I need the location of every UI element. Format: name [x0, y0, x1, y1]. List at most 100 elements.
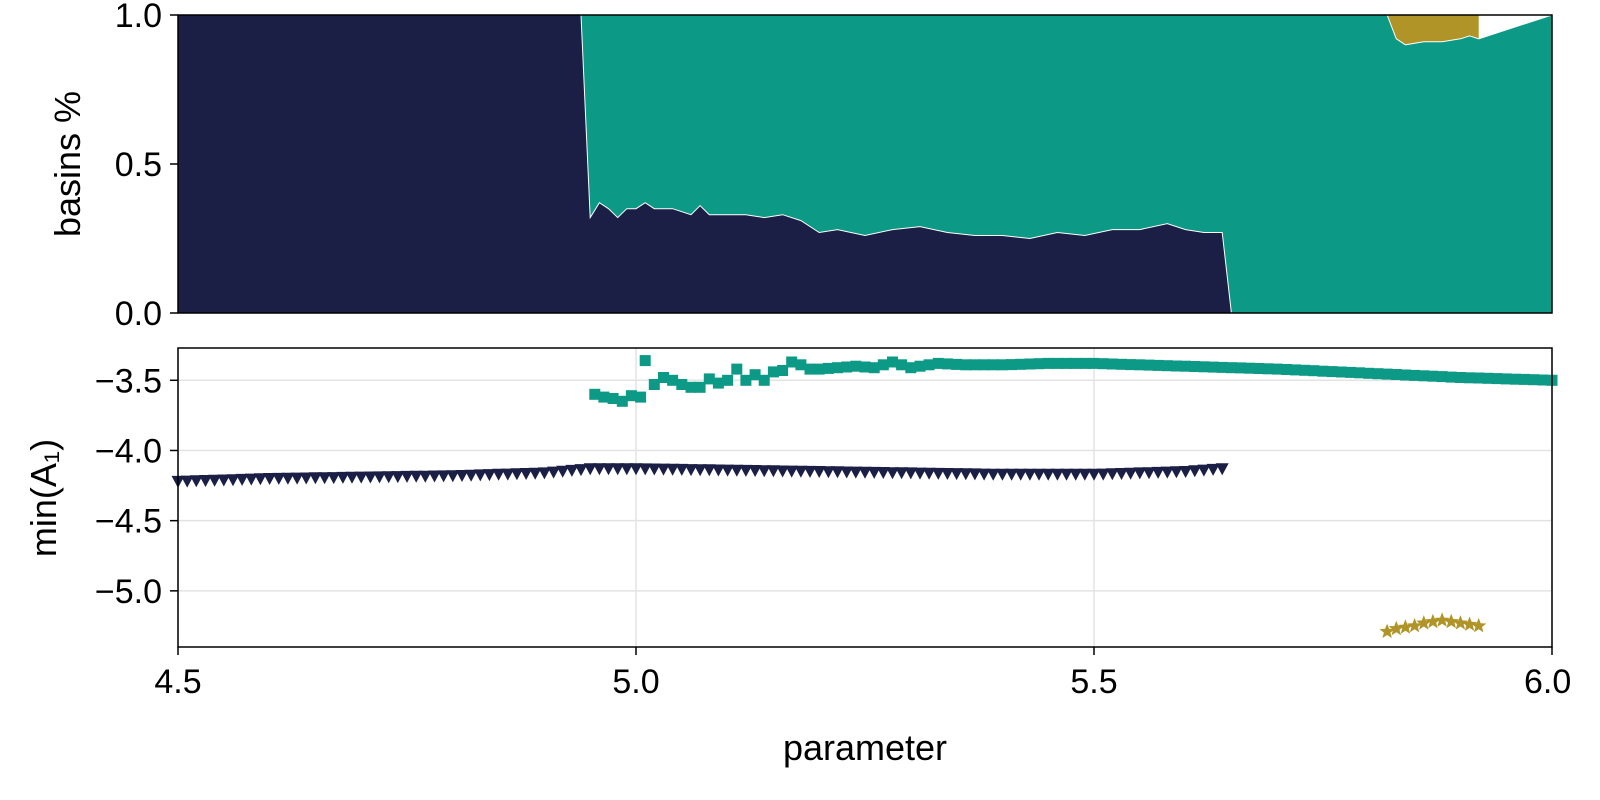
triangle-marker: [565, 464, 579, 477]
square-marker: [1500, 373, 1512, 385]
square-marker: [667, 374, 679, 386]
square-marker: [960, 359, 972, 371]
square-marker: [978, 359, 990, 371]
square-marker: [658, 372, 669, 383]
triangle-marker: [739, 464, 753, 477]
triangle-marker: [574, 464, 588, 477]
square-marker: [1427, 370, 1439, 382]
square-marker: [1235, 362, 1247, 374]
xtick-label: 6.0: [1524, 663, 1571, 701]
triangle-marker: [363, 471, 377, 484]
square-marker: [1225, 362, 1237, 374]
square-marker: [1326, 366, 1338, 378]
triangle-marker: [263, 473, 277, 485]
square-marker: [1070, 357, 1082, 369]
square-marker: [905, 362, 917, 374]
triangle-marker: [684, 464, 698, 477]
top-ytick-label: 1.0: [115, 0, 162, 35]
square-marker: [1464, 372, 1476, 384]
triangle-marker: [1124, 467, 1138, 480]
triangle-marker: [473, 469, 487, 482]
triangle-marker: [840, 466, 854, 479]
square-marker: [841, 361, 853, 373]
square-marker: [1198, 361, 1210, 373]
square-marker: [1445, 371, 1457, 383]
triangle-marker: [1160, 466, 1174, 479]
bottom-ytick-label: −3.5: [95, 362, 162, 400]
square-marker: [1143, 359, 1155, 371]
star-marker: [1471, 617, 1487, 633]
square-marker: [1491, 373, 1503, 385]
triangle-marker: [1179, 466, 1193, 478]
triangle-marker: [556, 465, 570, 478]
triangle-marker: [1078, 468, 1092, 481]
scatter-marks: [171, 355, 1558, 638]
square-marker: [877, 359, 889, 371]
triangle-marker: [1087, 468, 1101, 481]
triangle-marker: [272, 472, 286, 485]
square-marker: [625, 390, 637, 402]
square-marker: [850, 360, 862, 372]
star-marker: [1462, 616, 1478, 631]
triangle-marker: [217, 474, 231, 487]
square-marker: [685, 381, 697, 393]
square-marker: [1152, 359, 1164, 371]
square-marker: [712, 377, 724, 389]
triangle-marker: [1050, 468, 1064, 481]
triangle-marker: [428, 470, 441, 483]
triangle-marker: [620, 463, 634, 476]
square-marker: [1317, 365, 1329, 377]
square-marker: [1207, 361, 1219, 373]
triangle-marker: [1096, 468, 1110, 481]
square-marker: [1345, 366, 1356, 378]
square-marker: [996, 359, 1008, 371]
triangle-marker: [235, 473, 249, 486]
star-marker: [1397, 619, 1413, 634]
triangle-marker: [1142, 467, 1156, 480]
triangle-marker: [501, 468, 515, 481]
triangle-marker: [537, 467, 551, 480]
triangle-marker: [1188, 465, 1202, 478]
triangle-marker: [803, 465, 817, 478]
square-marker: [969, 359, 981, 371]
triangle-marker: [1169, 466, 1183, 479]
triangle-marker: [528, 467, 542, 480]
xtick-label: 4.5: [154, 663, 201, 701]
square-marker: [1042, 357, 1054, 369]
square-marker: [607, 393, 619, 404]
star-marker: [1379, 623, 1395, 638]
triangle-marker: [602, 463, 615, 476]
triangle-marker: [940, 468, 954, 480]
triangle-marker: [391, 471, 405, 484]
xtick-label: 5.5: [1070, 663, 1117, 701]
square-marker: [887, 356, 898, 368]
xtick-label: 5.0: [612, 663, 659, 701]
square-marker: [1125, 359, 1137, 371]
triangle-marker: [208, 474, 222, 487]
bottom-ytick-label: −5.0: [95, 573, 162, 611]
square-marker: [1381, 368, 1393, 380]
square-marker: [639, 355, 651, 367]
square-marker: [1473, 372, 1485, 384]
triangle-marker: [922, 467, 936, 480]
triangle-marker: [519, 468, 533, 480]
triangle-marker: [290, 472, 304, 485]
square-marker: [1051, 357, 1063, 369]
square-marker: [740, 374, 752, 386]
min-a1-panel: −5.0 −4.5 −4.0 −3.5 4.5 5.0 5.5 6.0 min(A₁) pa…: [23, 347, 1571, 768]
square-marker: [1537, 374, 1549, 386]
square-marker: [1161, 360, 1173, 372]
triangle-marker: [446, 470, 460, 483]
triangle-marker: [1206, 463, 1220, 476]
triangle-marker: [1197, 464, 1211, 477]
square-marker: [1528, 374, 1540, 386]
triangle-marker: [886, 467, 899, 480]
square-marker: [758, 374, 770, 386]
triangle-marker: [721, 464, 735, 477]
star-marker: [1425, 613, 1441, 629]
triangle-marker: [647, 463, 661, 476]
square-marker: [694, 381, 706, 393]
bottom-ytick-label: −4.0: [95, 432, 162, 470]
square-marker: [1088, 357, 1100, 369]
